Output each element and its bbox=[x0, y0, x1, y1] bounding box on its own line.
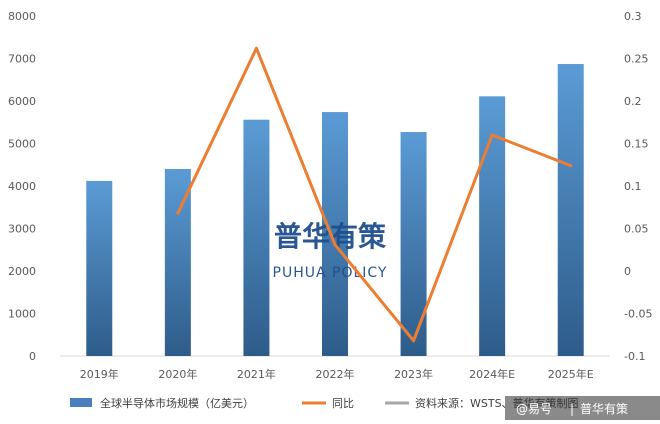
left-tick-label: 0 bbox=[29, 350, 36, 363]
line-point bbox=[176, 211, 180, 215]
right-tick-label: -0.05 bbox=[624, 308, 652, 321]
left-tick-label: 7000 bbox=[8, 53, 36, 66]
left-tick-label: 2000 bbox=[8, 265, 36, 278]
bar bbox=[400, 132, 427, 356]
legend: 全球半导体市场规模（亿美元） 同比 资料来源：WSTS、普华有策制图 bbox=[70, 396, 579, 410]
x-tick-label: 2025年E bbox=[548, 367, 594, 381]
x-tick-label: 2021年 bbox=[237, 367, 276, 381]
bar bbox=[557, 64, 584, 357]
legend-label: 同比 bbox=[332, 397, 354, 410]
footer-brand: 普华有策 bbox=[580, 402, 628, 416]
legend-label: 全球半导体市场规模（亿美元） bbox=[100, 396, 254, 410]
left-tick-label: 4000 bbox=[8, 180, 36, 193]
line-point bbox=[412, 339, 416, 343]
right-tick-label: -0.1 bbox=[624, 350, 645, 363]
right-tick-label: 0.2 bbox=[624, 95, 642, 108]
right-tick-label: 0.3 bbox=[624, 10, 642, 23]
watermark-cn: 普华有策 bbox=[274, 220, 386, 253]
line-point bbox=[333, 243, 337, 247]
x-tick-label: 2022年 bbox=[316, 367, 355, 381]
footer-badge: @易号 | 普华有策 bbox=[505, 396, 660, 420]
x-tick-label: 2020年 bbox=[158, 367, 197, 381]
legend-swatch-bar bbox=[70, 398, 92, 407]
left-axis-ticks: 0 1000 2000 3000 4000 5000 6000 7000 8000 bbox=[8, 10, 36, 363]
watermark-en: PUHUA POLICY bbox=[273, 265, 388, 281]
right-tick-label: 0.05 bbox=[624, 223, 649, 236]
line-series-yoy bbox=[176, 46, 572, 343]
right-tick-label: 0.1 bbox=[624, 180, 642, 193]
line-points bbox=[176, 46, 573, 343]
x-tick-label: 2023年 bbox=[394, 367, 433, 381]
x-tick-label: 2019年 bbox=[80, 367, 119, 381]
line-point bbox=[490, 133, 494, 137]
bar bbox=[322, 112, 348, 356]
bar bbox=[243, 119, 270, 356]
footer-separator: | bbox=[570, 402, 574, 416]
line-point bbox=[254, 46, 258, 50]
left-tick-label: 8000 bbox=[8, 10, 36, 23]
right-tick-label: 0.15 bbox=[624, 138, 649, 151]
footer-source: @易号 bbox=[516, 402, 552, 416]
line-point bbox=[569, 164, 573, 168]
x-axis-ticks: 2019年 2020年 2021年 2022年 2023年 2024年E 2025年E bbox=[80, 367, 594, 381]
bar bbox=[86, 180, 113, 356]
bar bbox=[164, 169, 191, 356]
watermark: 普华有策 PUHUA POLICY bbox=[273, 220, 388, 281]
left-tick-label: 6000 bbox=[8, 95, 36, 108]
right-tick-label: 0.25 bbox=[624, 53, 649, 66]
right-tick-label: 0 bbox=[624, 265, 631, 278]
left-tick-label: 5000 bbox=[8, 138, 36, 151]
left-tick-label: 1000 bbox=[8, 308, 36, 321]
bar-series bbox=[86, 64, 584, 357]
left-tick-label: 3000 bbox=[8, 223, 36, 236]
right-axis-ticks: -0.1 -0.05 0 0.05 0.1 0.15 0.2 0.25 0.3 bbox=[624, 10, 652, 363]
x-tick-label: 2024年E bbox=[469, 367, 515, 381]
